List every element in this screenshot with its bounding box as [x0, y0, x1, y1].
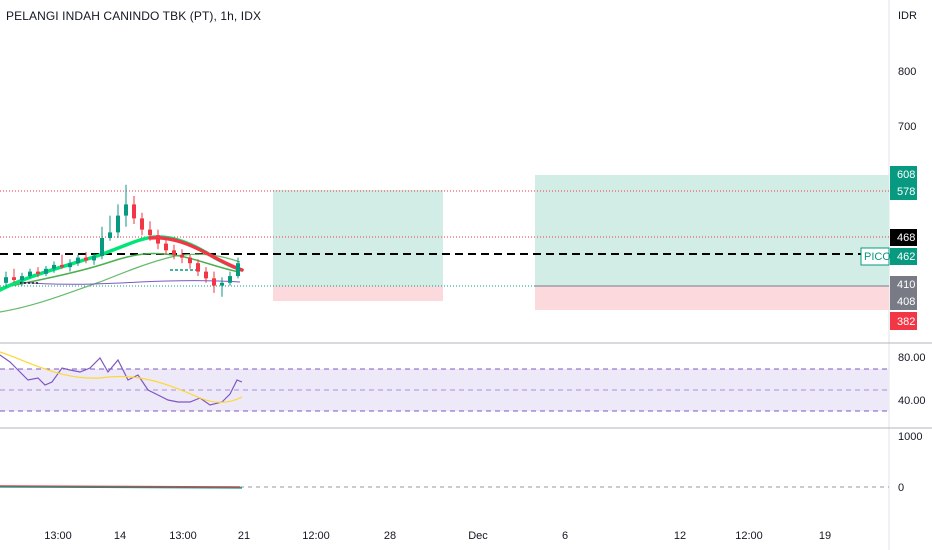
symbol-tag-label: PICO	[864, 251, 891, 263]
time-tick-19: 19	[819, 530, 831, 542]
price-badge-382[interactable]: 382	[890, 312, 917, 330]
candle-body[interactable]	[132, 204, 136, 219]
candle-body[interactable]	[20, 276, 24, 280]
long-position-loss-zone-1[interactable]	[273, 286, 443, 301]
price-badge-410-label: 410	[897, 279, 915, 291]
ma-mid-line	[0, 252, 241, 289]
volume-axis-tick-1000: 1000	[898, 431, 922, 443]
symbol-tag-bg	[860, 247, 890, 266]
volume-red-line	[0, 485, 241, 488]
time-tick-dec: Dec	[468, 530, 488, 542]
price-badge-468-bg	[890, 229, 917, 246]
price-axis-currency: IDR	[898, 10, 917, 22]
price-badge-578-bg	[890, 183, 917, 200]
price-badge-408[interactable]: 408	[890, 293, 917, 310]
candle-body[interactable]	[188, 257, 192, 264]
volume-axis-tick-0: 0	[898, 482, 904, 494]
chart-title: PELANGI INDAH CANINDO TBK (PT), 1h, IDX	[6, 9, 262, 23]
price-badge-382-label: 382	[897, 316, 915, 328]
price-badge-608[interactable]: 608	[890, 166, 917, 183]
candle-body[interactable]	[116, 215, 120, 233]
candle-body[interactable]	[220, 282, 224, 286]
candle-body[interactable]	[108, 232, 112, 238]
time-tick-1200-a: 12:00	[302, 530, 330, 542]
candle-body[interactable]	[140, 218, 144, 230]
price-badge-408-bg	[890, 293, 917, 310]
candle-body[interactable]	[84, 257, 88, 261]
price-badge-608-label: 608	[897, 169, 915, 181]
candle-body[interactable]	[52, 264, 56, 269]
time-tick-1200-b: 12:00	[735, 530, 763, 542]
candle-body[interactable]	[204, 271, 208, 279]
price-badge-462-bg	[890, 248, 917, 265]
long-position-profit-zone-2[interactable]	[535, 175, 889, 286]
time-tick-14: 14	[114, 530, 126, 542]
rsi-axis-tick-80: 80.00	[898, 352, 926, 364]
price-badge-408-label: 408	[897, 296, 915, 308]
price-axis-tick-800: 800	[898, 66, 916, 78]
candle-body[interactable]	[44, 268, 48, 274]
time-tick-6: 6	[562, 530, 568, 542]
rsi-signal-line	[0, 351, 243, 403]
candle-body[interactable]	[164, 243, 168, 251]
candle-body[interactable]	[28, 271, 32, 277]
candle-body[interactable]	[124, 204, 128, 216]
candle-body[interactable]	[12, 277, 16, 280]
candle-body[interactable]	[228, 276, 232, 283]
price-badge-468-label: 468	[897, 232, 915, 244]
candle-body[interactable]	[68, 263, 72, 268]
candle-body[interactable]	[156, 235, 160, 244]
candle-body[interactable]	[36, 271, 40, 274]
price-badge-410-bg	[890, 276, 917, 293]
candle-body[interactable]	[172, 250, 176, 255]
symbol-tag[interactable]: PICO	[860, 247, 891, 266]
ema-fast-red-line	[148, 235, 244, 272]
price-badge-608-bg	[890, 166, 917, 183]
candles-group[interactable]	[4, 184, 240, 297]
time-tick-12: 12	[674, 530, 686, 542]
volume-green-line	[0, 486, 243, 489]
time-axis[interactable]: 13:00 14 13:00 21 12:00 28 Dec 6 12 12:0…	[44, 530, 831, 542]
candle-body[interactable]	[148, 229, 152, 236]
rsi-line	[0, 354, 243, 406]
ma-purple-line	[19, 280, 241, 285]
candle-body[interactable]	[100, 238, 104, 256]
candle-body[interactable]	[236, 263, 240, 277]
price-badge-578[interactable]: 578	[890, 183, 917, 200]
long-position-profit-zone-1[interactable]	[273, 190, 443, 286]
rsi-axis-tick-40: 40.00	[898, 395, 926, 407]
candle-body[interactable]	[60, 264, 64, 268]
candle-body[interactable]	[92, 255, 96, 261]
price-badge-578-label: 578	[897, 186, 915, 198]
time-tick-1300-a: 13:00	[44, 530, 72, 542]
price-axis-tick-700: 700	[898, 121, 916, 133]
price-badge-468[interactable]: 468	[890, 229, 917, 246]
candle-body[interactable]	[4, 277, 8, 283]
time-tick-1300-b: 13:00	[169, 530, 197, 542]
price-badge-462-label: 462	[897, 251, 915, 263]
candle-body[interactable]	[180, 254, 184, 258]
candle-body[interactable]	[196, 263, 200, 272]
candle-body[interactable]	[212, 278, 216, 286]
candle-body[interactable]	[76, 257, 80, 264]
price-badge-382-bg	[890, 312, 917, 330]
price-badge-410[interactable]: 410	[890, 276, 917, 293]
long-position-loss-zone-2[interactable]	[535, 286, 889, 310]
time-tick-28: 28	[384, 530, 396, 542]
time-tick-21: 21	[238, 530, 250, 542]
price-badge-462[interactable]: 462	[890, 248, 917, 265]
